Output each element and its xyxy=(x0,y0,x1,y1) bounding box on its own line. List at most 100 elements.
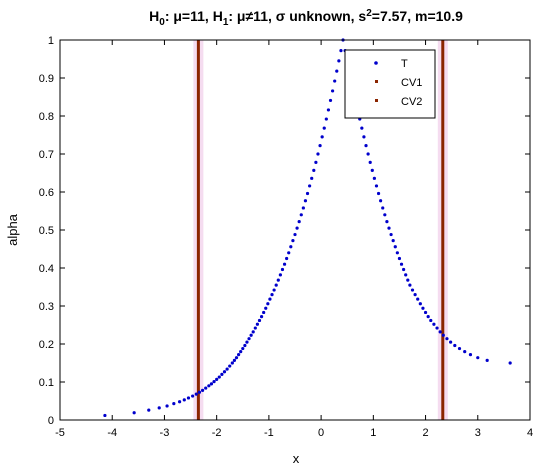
t-point xyxy=(312,168,316,172)
y-tick-label: 0.5 xyxy=(39,225,54,237)
t-point xyxy=(243,343,247,348)
t-point xyxy=(328,98,333,103)
y-axis-label: alpha xyxy=(5,213,20,246)
t-point xyxy=(324,117,328,121)
t-point xyxy=(426,315,430,319)
title-tail: =7.57, m=10.9 xyxy=(372,8,463,24)
t-point xyxy=(381,206,385,210)
t-point xyxy=(383,213,387,217)
t-point xyxy=(385,220,389,224)
t-point xyxy=(255,322,259,326)
t-point xyxy=(157,406,161,410)
t-point xyxy=(234,356,239,360)
t-point xyxy=(410,288,415,292)
t-point xyxy=(320,135,324,139)
t-point xyxy=(432,322,436,326)
t-point xyxy=(389,232,393,237)
t-point xyxy=(222,370,227,374)
t-point xyxy=(289,245,293,249)
x-tick-label: -4 xyxy=(107,427,117,439)
t-point xyxy=(200,388,205,392)
t-point xyxy=(376,191,381,196)
title-h1-label: H xyxy=(213,8,223,24)
t-point xyxy=(314,160,318,164)
t-point xyxy=(303,199,308,203)
y-tick-label: 0.9 xyxy=(39,73,54,85)
t-point xyxy=(245,340,249,344)
t-point xyxy=(270,293,274,297)
t-point xyxy=(197,390,202,394)
y-tick-label: 0.4 xyxy=(39,263,54,275)
t-point xyxy=(191,394,195,398)
t-point xyxy=(372,176,376,180)
t-point xyxy=(276,278,280,282)
t-point xyxy=(310,176,314,180)
y-tick-label: 0.2 xyxy=(39,339,54,351)
t-point xyxy=(268,297,272,301)
t-point xyxy=(259,315,264,319)
t-point xyxy=(194,392,198,396)
title-s-sup: 2 xyxy=(366,8,372,19)
t-point xyxy=(257,318,262,323)
x-axis-label: x xyxy=(293,451,300,466)
x-tick-label: 0 xyxy=(318,427,324,439)
chart-title: H0: μ=11, H1: μ≠11, σ unknown, s2=7.57, … xyxy=(149,8,463,28)
legend-label-t: T xyxy=(401,58,408,70)
t-point xyxy=(186,396,191,400)
t-point xyxy=(445,337,449,341)
critical-value-lines xyxy=(193,40,448,420)
y-tick-label: 0.6 xyxy=(39,187,54,199)
t-point xyxy=(404,273,408,277)
t-point xyxy=(291,239,295,243)
t-point xyxy=(368,160,372,164)
t-point xyxy=(297,220,301,224)
t-point xyxy=(280,267,285,272)
t-point xyxy=(399,262,404,266)
t-point xyxy=(408,283,412,287)
x-tick-label: 4 xyxy=(527,427,533,439)
t-point xyxy=(182,398,186,402)
t-point xyxy=(172,402,176,406)
y-tick-label: 0.1 xyxy=(39,377,54,389)
t-point xyxy=(212,380,216,384)
t-point xyxy=(225,367,229,371)
t-point xyxy=(397,256,402,261)
t-point xyxy=(103,413,107,418)
t-point xyxy=(237,353,241,357)
t-point xyxy=(333,79,337,83)
y-tick-label: 0.3 xyxy=(39,301,54,313)
t-point xyxy=(335,69,339,73)
t-point xyxy=(253,326,257,330)
legend: T CV1 CV2 xyxy=(344,49,436,119)
t-point xyxy=(337,59,341,63)
t-point xyxy=(165,404,169,408)
title-h0-rest: : μ=11, xyxy=(165,8,213,24)
t-point xyxy=(308,184,312,188)
t-point xyxy=(262,310,266,315)
y-tick-label: 1 xyxy=(48,35,54,47)
t-point xyxy=(421,306,425,310)
t-point xyxy=(360,126,364,130)
t-point xyxy=(177,400,182,404)
t-point xyxy=(287,251,291,255)
t-point xyxy=(364,144,368,148)
t-point xyxy=(441,333,445,337)
t-point xyxy=(449,340,453,344)
t-point xyxy=(339,49,343,53)
t-point xyxy=(299,213,303,217)
t-point xyxy=(423,310,428,315)
legend-marker-t xyxy=(374,61,378,65)
title-h1-rest: : μ≠11, σ unknown, s xyxy=(228,8,366,24)
t-point xyxy=(305,191,310,196)
t-point xyxy=(264,306,268,310)
t-point xyxy=(366,152,370,156)
t-point xyxy=(132,411,136,415)
t-point xyxy=(391,239,395,243)
t-point xyxy=(274,283,278,287)
t-point xyxy=(402,267,406,272)
t-point xyxy=(331,89,335,93)
t-point xyxy=(326,108,331,112)
t-point xyxy=(416,297,420,301)
